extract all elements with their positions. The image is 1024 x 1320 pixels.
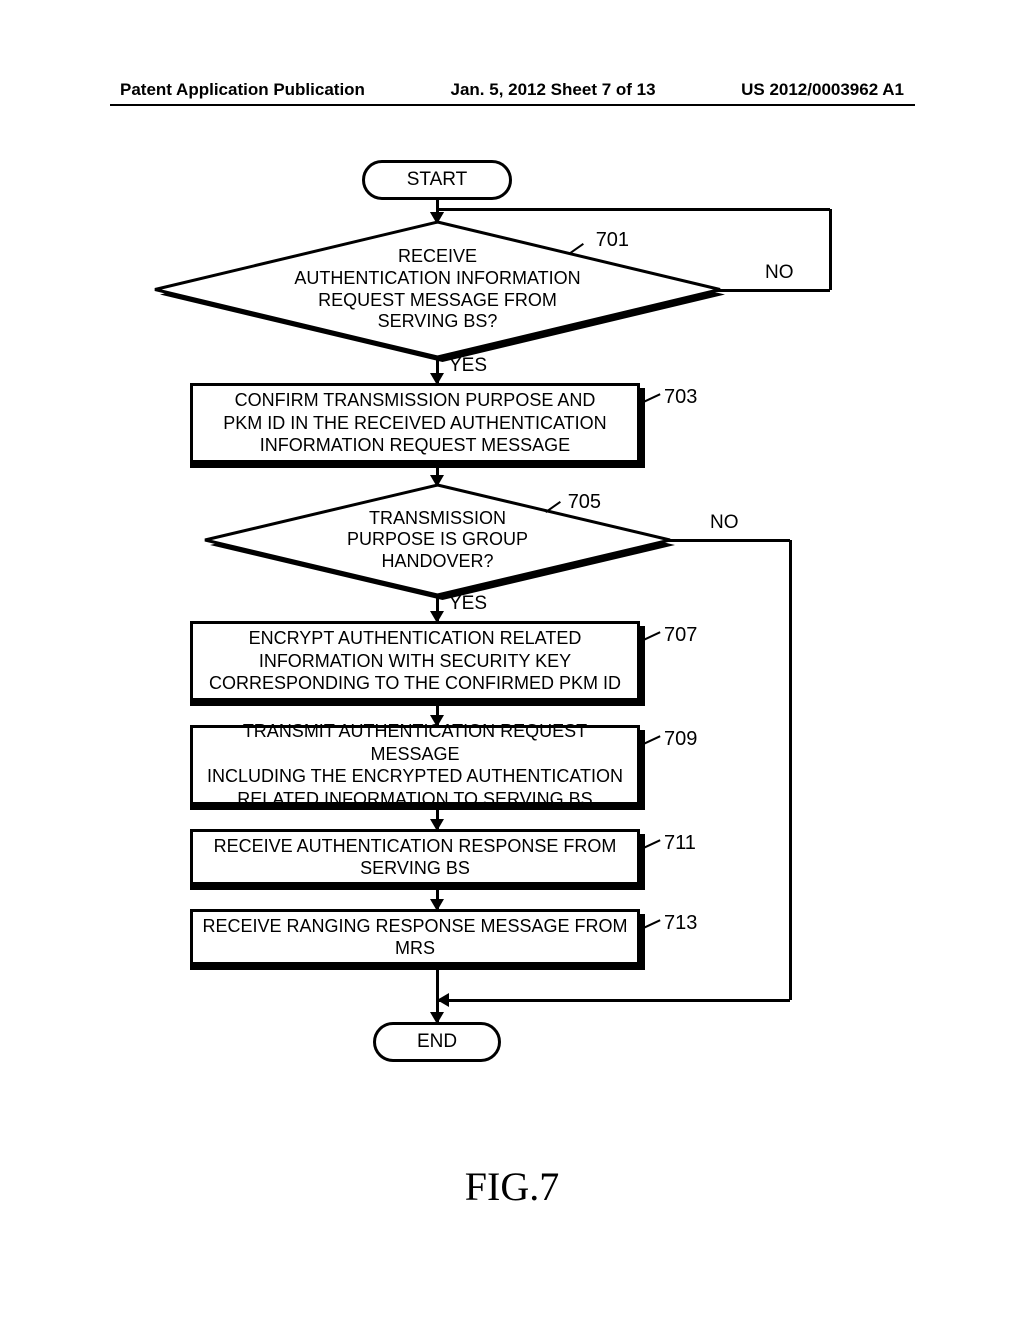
start-node: START [362, 160, 512, 200]
p709-ref: 709 [664, 728, 697, 751]
p711-leader [643, 839, 660, 848]
d705-yes-label: YES [449, 593, 487, 615]
p707-leader [643, 631, 660, 640]
p713-node: RECEIVE RANGING RESPONSE MESSAGE FROMMRS [190, 909, 640, 965]
d705-ref: 705 [568, 491, 601, 514]
d701-no-label: NO [765, 262, 794, 284]
p709-node: TRANSMIT AUTHENTICATION REQUEST MESSAGEI… [190, 725, 640, 805]
p707-node: ENCRYPT AUTHENTICATION RELATEDINFORMATIO… [190, 621, 640, 701]
d705-no-label: NO [710, 512, 739, 534]
p703-node: CONFIRM TRANSMISSION PURPOSE ANDPKM ID I… [190, 383, 640, 463]
d701-node: RECEIVEAUTHENTICATION INFORMATIONREQUEST… [155, 222, 720, 357]
end-node: END [373, 1022, 501, 1062]
p703-leader [643, 393, 660, 402]
flowchart: START RECEIVEAUTHENTICATION INFORMATIONR… [0, 160, 1024, 1160]
d701-ref: 701 [596, 229, 629, 252]
p713-leader [643, 919, 660, 928]
page-header: Patent Application Publication Jan. 5, 2… [0, 80, 1024, 100]
p713-ref: 713 [664, 912, 697, 935]
p707-ref: 707 [664, 624, 697, 647]
p711-node: RECEIVE AUTHENTICATION RESPONSE FROMSERV… [190, 829, 640, 885]
p711-ref: 711 [664, 832, 696, 855]
header-rule [110, 104, 915, 106]
header-center: Jan. 5, 2012 Sheet 7 of 13 [451, 80, 656, 100]
d701-yes-label: YES [449, 355, 487, 377]
p703-ref: 703 [664, 386, 697, 409]
p709-leader [643, 735, 660, 744]
header-right: US 2012/0003962 A1 [741, 80, 904, 100]
figure-label: FIG.7 [0, 1163, 1024, 1210]
header-left: Patent Application Publication [120, 80, 365, 100]
